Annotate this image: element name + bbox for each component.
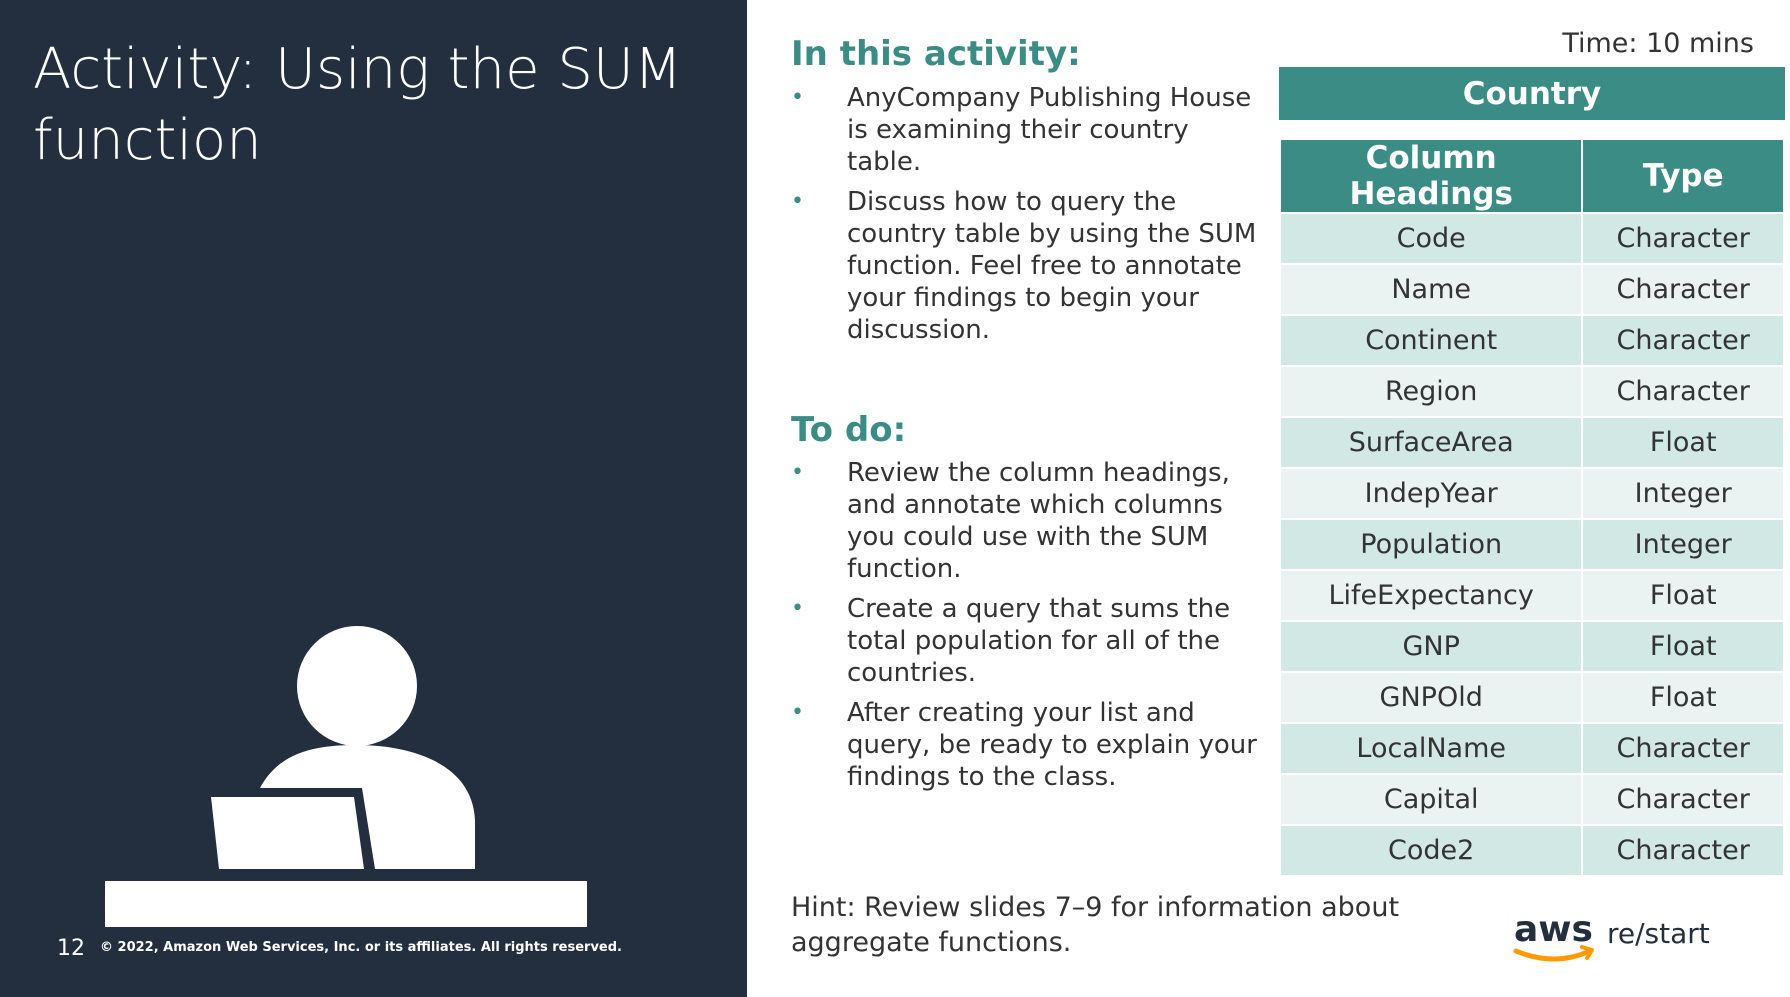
aws-logo: aws: [1513, 909, 1594, 962]
type-cell: Integer: [1581, 518, 1785, 571]
bullet-dot-icon: •: [791, 700, 804, 725]
restart-wordmark: re/start: [1607, 917, 1710, 950]
type-cell: Float: [1581, 671, 1785, 724]
country-table: Column Headings Type Code Character Name Ch…: [1278, 138, 1785, 877]
column-heading-cell: Capital: [1278, 773, 1584, 826]
table-row: Population Integer: [1278, 518, 1785, 571]
column-heading-cell: Code: [1278, 212, 1584, 265]
column-heading-cell: GNPOld: [1278, 671, 1584, 724]
todo-heading: To do:: [791, 410, 907, 450]
bullet-dot-icon: •: [791, 596, 804, 621]
type-cell: Character: [1581, 314, 1785, 367]
column-header: Type: [1581, 138, 1785, 214]
type-cell: Integer: [1581, 467, 1785, 520]
column-heading-cell: GNP: [1278, 620, 1584, 673]
column-heading-cell: LocalName: [1278, 722, 1584, 775]
table-row: LocalName Character: [1278, 722, 1785, 775]
table-row: Code Character: [1278, 212, 1785, 265]
page-number: 12: [57, 936, 85, 961]
list-item: • After creating your list and query, be …: [791, 698, 1257, 792]
column-header: Column Headings: [1278, 138, 1584, 214]
type-cell: Character: [1581, 773, 1785, 826]
table-row: LifeExpectancy Float: [1278, 569, 1785, 622]
copyright-notice: © 2022, Amazon Web Services, Inc. or its…: [100, 940, 622, 955]
list-item: • Review the column headings, and annotat…: [791, 458, 1230, 584]
aws-wordmark: aws: [1514, 909, 1593, 950]
table-header-row: Column Headings Type: [1278, 138, 1785, 214]
column-heading-cell: Region: [1278, 365, 1584, 418]
left-panel: Activity: Using the SUM function 12 © 20…: [0, 0, 747, 997]
column-heading-cell: Continent: [1278, 314, 1584, 367]
slide-title: Activity: Using the SUM function: [33, 37, 683, 173]
bullet-dot-icon: •: [791, 85, 804, 110]
type-cell: Character: [1581, 824, 1785, 877]
activity-bullet-list: • AnyCompany Publishing House is examinin…: [791, 82, 1267, 354]
list-item: • Create a query that sums the total popu…: [791, 594, 1231, 688]
column-heading-cell: Population: [1278, 518, 1584, 571]
table-row: SurfaceArea Float: [1278, 416, 1785, 469]
todo-bullet-list: • Review the column headings, and annotat…: [791, 457, 1267, 801]
person-at-laptop-icon: [105, 626, 587, 927]
table-row: GNPOld Float: [1278, 671, 1785, 724]
table-row: Name Character: [1278, 263, 1785, 316]
type-cell: Character: [1581, 722, 1785, 775]
type-cell: Float: [1581, 620, 1785, 673]
list-item: • Discuss how to query the country table …: [791, 187, 1257, 345]
bullet-dot-icon: •: [791, 460, 804, 485]
column-heading-cell: LifeExpectancy: [1278, 569, 1584, 622]
activity-heading: In this activity:: [791, 34, 1081, 74]
hint-text: Hint: Review slides 7–9 for information …: [791, 892, 1400, 958]
table-row: IndepYear Integer: [1278, 467, 1785, 520]
type-cell: Float: [1581, 416, 1785, 469]
table-row: GNP Float: [1278, 620, 1785, 673]
table-body: Code Character Name Character Continent Chara…: [1278, 212, 1785, 877]
type-cell: Character: [1581, 263, 1785, 316]
type-cell: Character: [1581, 212, 1785, 265]
activity-time: Time: 10 mins: [1562, 28, 1754, 59]
table-row: Region Character: [1278, 365, 1785, 418]
column-heading-cell: SurfaceArea: [1278, 416, 1584, 469]
column-heading-cell: Name: [1278, 263, 1584, 316]
aws-smile-icon: [1513, 948, 1593, 962]
column-heading-cell: IndepYear: [1278, 467, 1584, 520]
type-cell: Float: [1581, 569, 1785, 622]
table-title: Country: [1279, 67, 1785, 120]
table-row: Continent Character: [1278, 314, 1785, 367]
table-row: Code2 Character: [1278, 824, 1785, 877]
type-cell: Character: [1581, 365, 1785, 418]
column-heading-cell: Code2: [1278, 824, 1584, 877]
table-row: Capital Character: [1278, 773, 1785, 826]
list-item: • AnyCompany Publishing House is examinin…: [791, 83, 1252, 177]
bullet-dot-icon: •: [791, 189, 804, 214]
